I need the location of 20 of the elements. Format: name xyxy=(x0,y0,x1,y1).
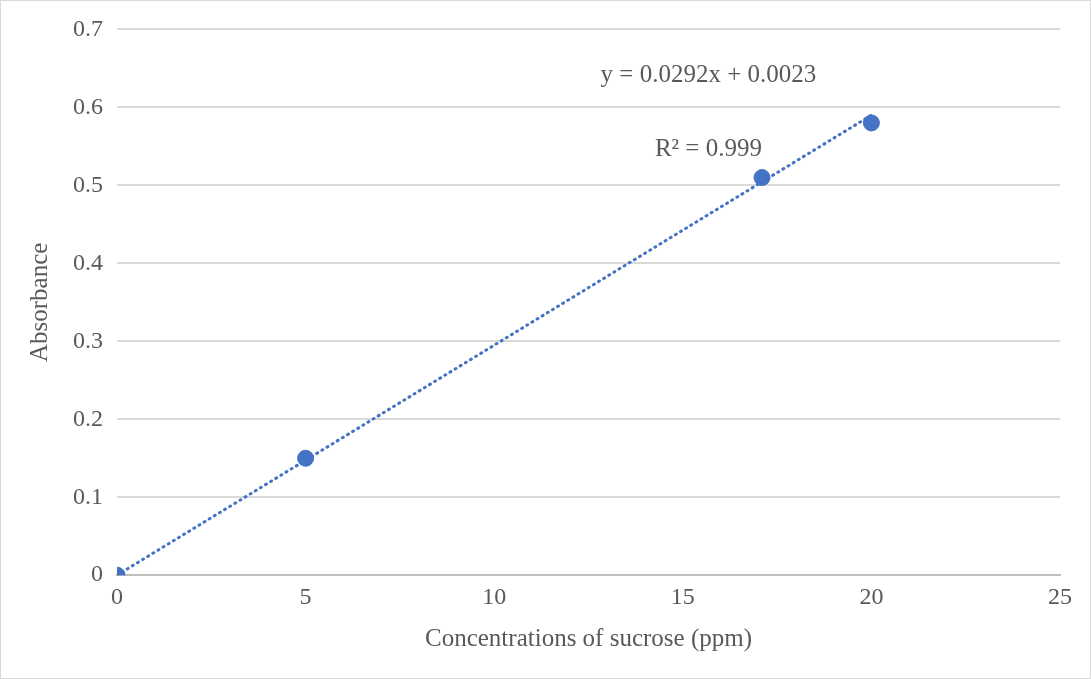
y-tick-label: 0.2 xyxy=(73,404,103,431)
x-tick-label: 20 xyxy=(859,582,884,609)
x-tick-label: 15 xyxy=(670,582,695,609)
x-tick-label: 5 xyxy=(299,582,312,609)
annotation: R² = 0.999 xyxy=(654,133,762,161)
point xyxy=(753,169,771,187)
x-tick-label: 0 xyxy=(111,582,123,609)
y-tick-label: 0.1 xyxy=(73,482,103,509)
annotation: y = 0.0292x + 0.0023 xyxy=(600,59,817,87)
y-tick-label: 0.7 xyxy=(73,14,103,41)
x-tick-label: 25 xyxy=(1048,582,1072,609)
y-axis-title: Absorbance xyxy=(24,242,52,362)
x-axis-title: Concentrations of sucrose (ppm) xyxy=(424,623,753,652)
y-tick-label: 0.5 xyxy=(73,170,103,197)
x-tick-label: 10 xyxy=(482,582,507,609)
y-tick-label: 0.4 xyxy=(73,248,103,275)
y-tick-label: 0.6 xyxy=(73,92,103,119)
point xyxy=(862,114,880,132)
y-tick-label: 0.3 xyxy=(73,326,103,353)
y-tick-label: 0 xyxy=(91,560,103,587)
